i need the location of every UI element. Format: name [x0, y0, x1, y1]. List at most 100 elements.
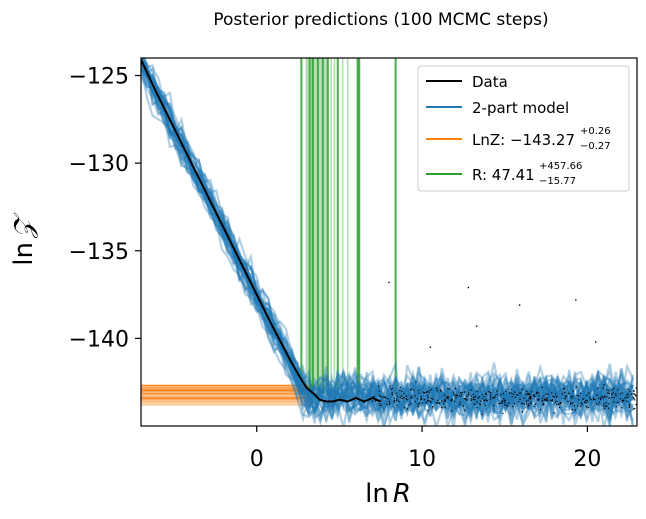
data-point — [418, 402, 421, 404]
data-point — [573, 405, 576, 407]
data-point — [593, 398, 595, 401]
data-point — [441, 400, 443, 402]
data-point — [543, 395, 545, 397]
data-point — [599, 398, 602, 401]
model-draw-line — [141, 58, 634, 422]
data-point — [523, 397, 525, 399]
data-point — [586, 400, 589, 402]
data-point — [489, 396, 492, 398]
data-point — [468, 394, 470, 396]
data-line — [141, 59, 382, 403]
model-draw-line — [141, 60, 634, 426]
x-axis-label-main: ln — [365, 479, 389, 509]
data-point — [576, 394, 578, 397]
data-point — [426, 391, 429, 393]
data-point — [411, 396, 413, 399]
data-point — [616, 401, 618, 404]
data-point — [564, 391, 566, 394]
data-point — [628, 406, 631, 409]
data-point — [472, 398, 474, 401]
plot-frame — [140, 57, 638, 427]
data-point — [453, 400, 456, 403]
data-point — [613, 396, 615, 399]
data-point — [450, 400, 452, 402]
data-point — [502, 392, 505, 395]
data-point — [506, 404, 508, 406]
data-point — [460, 395, 462, 397]
model-draw-line — [141, 58, 634, 426]
data-point — [458, 395, 461, 397]
data-point — [474, 395, 477, 398]
legend-label-lnz: LnZ: −143.27 — [472, 131, 575, 149]
legend-r-value: R: 47.41 — [472, 166, 535, 184]
data-point — [619, 398, 621, 400]
data-point — [388, 281, 390, 284]
legend-lnz-sub: −0.27 — [580, 141, 611, 152]
data-point — [604, 396, 606, 398]
model-draw-line — [141, 58, 634, 417]
data-point — [498, 403, 500, 405]
data-point — [499, 402, 502, 405]
data-point — [474, 398, 476, 401]
data-point — [374, 400, 377, 402]
data-point — [405, 395, 408, 397]
data-point — [447, 397, 449, 399]
data-point — [490, 391, 492, 394]
data-point — [523, 403, 525, 405]
data-point — [596, 394, 598, 396]
data-point — [435, 387, 438, 390]
data-point — [445, 396, 448, 399]
data-point — [409, 403, 412, 405]
data-point — [571, 397, 573, 399]
data-point — [588, 392, 590, 394]
data-point — [427, 409, 429, 412]
data-point — [557, 403, 560, 406]
data-point — [568, 392, 570, 395]
data-point — [439, 402, 441, 404]
data-point — [455, 397, 457, 399]
data-point — [443, 394, 446, 396]
data-point — [444, 398, 446, 400]
data-point — [612, 391, 614, 394]
data-point — [615, 393, 617, 395]
model-draw-line — [143, 58, 634, 426]
data-point — [481, 398, 483, 400]
data-point — [608, 397, 610, 399]
legend-label-r: R: 47.41 — [472, 166, 535, 184]
data-point — [504, 401, 506, 404]
data-point — [442, 403, 445, 405]
x-axis: 0 10 20 — [250, 426, 601, 472]
legend-lnz-sup: +0.26 — [580, 126, 611, 137]
data-point — [564, 395, 567, 397]
data-point — [580, 392, 582, 394]
data-point — [483, 396, 485, 398]
data-point — [590, 398, 592, 401]
data-point — [547, 400, 549, 402]
x-tick-label: 10 — [408, 447, 436, 472]
data-point — [401, 395, 403, 397]
data-point — [633, 389, 635, 392]
data-point — [488, 391, 490, 393]
data-point — [447, 388, 449, 390]
data-point — [396, 398, 398, 400]
data-point — [552, 395, 554, 397]
data-point — [474, 403, 476, 405]
data-point — [470, 395, 473, 397]
data-point — [602, 387, 604, 389]
y-tick-label: −130 — [69, 152, 129, 177]
data-point — [500, 393, 502, 396]
data-point — [575, 299, 577, 301]
data-point — [608, 403, 610, 405]
data-point — [555, 395, 558, 398]
model-draw-line — [141, 59, 634, 426]
data-point — [396, 404, 398, 406]
data-point — [615, 395, 617, 397]
data-point — [391, 392, 393, 394]
data-point — [447, 398, 449, 400]
data-point — [521, 388, 523, 391]
data-point — [393, 401, 395, 403]
data-point — [444, 406, 446, 408]
data-point — [520, 392, 522, 394]
data-point — [382, 396, 384, 398]
data-point — [629, 405, 631, 407]
